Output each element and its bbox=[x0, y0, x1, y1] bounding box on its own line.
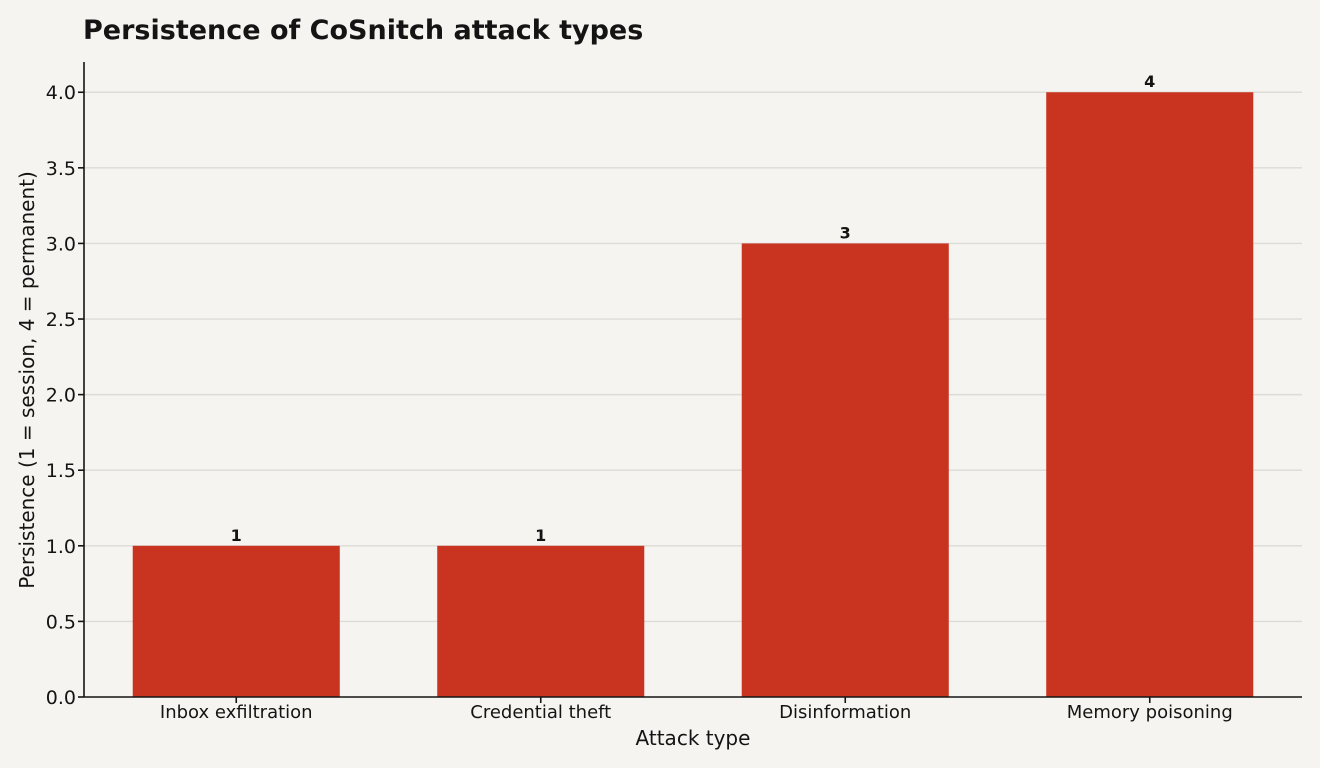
y-axis-ticks: 0.0 0.5 1.0 1.5 2.0 2.5 3.0 3.5 4.0 bbox=[46, 82, 84, 709]
y-axis-title: Persistence (1 = session, 4 = permanent) bbox=[15, 171, 39, 589]
bar bbox=[1046, 92, 1254, 697]
y-tick-label: 4.0 bbox=[46, 82, 76, 104]
y-tick-label: 2.0 bbox=[46, 385, 76, 407]
y-tick-label: 0.0 bbox=[46, 687, 76, 709]
y-tick-label: 1.5 bbox=[46, 460, 76, 482]
chart-title: Persistence of CoSnitch attack types bbox=[83, 15, 643, 46]
x-tick-label: Disinformation bbox=[779, 702, 911, 723]
y-tick-label: 3.5 bbox=[46, 158, 76, 180]
y-tick-label: 2.5 bbox=[46, 309, 76, 331]
x-tick-label: Credential theft bbox=[470, 702, 611, 723]
bars bbox=[132, 92, 1254, 697]
x-tick-label: Memory poisoning bbox=[1067, 702, 1233, 723]
bar bbox=[741, 243, 949, 697]
x-tick-label: Inbox exfiltration bbox=[160, 702, 313, 723]
bar-value-label: 1 bbox=[535, 526, 546, 545]
data-labels: 1 1 3 4 bbox=[231, 72, 1156, 545]
bar bbox=[132, 545, 340, 697]
y-tick-label: 0.5 bbox=[46, 611, 76, 633]
y-tick-label: 1.0 bbox=[46, 536, 76, 558]
x-axis-ticks: Inbox exfiltration Credential theft Disinf… bbox=[160, 697, 1233, 723]
bar-value-label: 3 bbox=[840, 223, 851, 242]
x-axis-title: Attack type bbox=[636, 726, 751, 750]
bar-value-label: 1 bbox=[231, 526, 242, 545]
bar bbox=[437, 545, 645, 697]
bar-value-label: 4 bbox=[1144, 72, 1155, 91]
y-tick-label: 3.0 bbox=[46, 233, 76, 255]
